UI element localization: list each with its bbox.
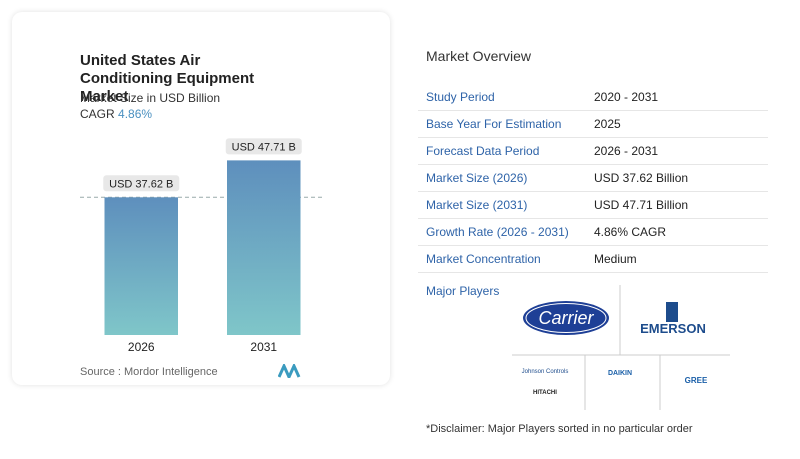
row-value: USD 37.62 Billion (594, 171, 689, 185)
cagr-value: 4.86% (118, 107, 153, 121)
value-label-box (225, 138, 302, 155)
row-label: Market Size (2026) (426, 171, 528, 185)
row-separator (418, 164, 768, 165)
players-grid: Carrier EMERSON Johnson Controls HITACHI… (512, 285, 730, 410)
value-label-box (103, 175, 180, 192)
chart: 2026 USD 37.62 B 2031 USD 47.71 B (80, 138, 325, 354)
player-logo: HITACHI (533, 390, 557, 396)
bar (104, 197, 178, 335)
player-logo: GREE (685, 376, 708, 385)
players-title: Major Players (426, 284, 500, 298)
row-value: 2020 - 2031 (594, 90, 659, 104)
row-label: Market Size (2031) (426, 198, 528, 212)
value-label: USD 37.62 B (109, 178, 173, 190)
player-logo: Carrier (538, 308, 594, 328)
player-logo: DAIKIN (608, 370, 632, 377)
row-label: Market Concentration (426, 252, 541, 266)
row-label: Base Year For Estimation (426, 117, 562, 131)
chart-title: United States Air Conditioning Equipment… (80, 52, 255, 105)
disclaimer: *Disclaimer: Major Players sorted in no … (426, 423, 693, 435)
row-value: 4.86% CAGR (594, 225, 667, 239)
row-separator (418, 218, 768, 219)
row-separator (418, 137, 768, 138)
value-label: USD 47.71 B (232, 141, 296, 153)
player-logo: Johnson Controls (522, 369, 569, 375)
row-label: Study Period (426, 90, 495, 104)
source: Source : Mordor Intelligence (80, 366, 218, 378)
cagr: CAGR 4.86% (80, 107, 152, 121)
chart-subtitle: Market Size in USD Billion (80, 91, 221, 105)
row-value: 2026 - 2031 (594, 144, 659, 158)
x-tick-label: 2031 (250, 340, 277, 354)
row-value: 2025 (594, 117, 621, 131)
row-separator (418, 191, 768, 192)
chart-card (12, 12, 390, 385)
player-logo: EMERSON (640, 321, 706, 336)
row-label: Growth Rate (2026 - 2031) (426, 225, 569, 239)
bar (227, 160, 301, 335)
x-tick-label: 2026 (128, 340, 155, 354)
row-label: Forecast Data Period (426, 144, 540, 158)
row-value: USD 47.71 Billion (594, 198, 689, 212)
cagr-label: CAGR (80, 107, 115, 121)
logo-icon (278, 364, 301, 378)
row-separator (418, 245, 768, 246)
row-separator (418, 272, 768, 273)
overview-title: Market Overview (426, 48, 532, 64)
row-value: Medium (594, 252, 637, 266)
row-separator (418, 110, 768, 111)
